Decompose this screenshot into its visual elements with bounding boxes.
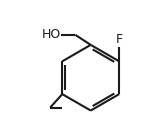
Text: HO: HO (41, 28, 61, 41)
Text: F: F (116, 33, 123, 46)
